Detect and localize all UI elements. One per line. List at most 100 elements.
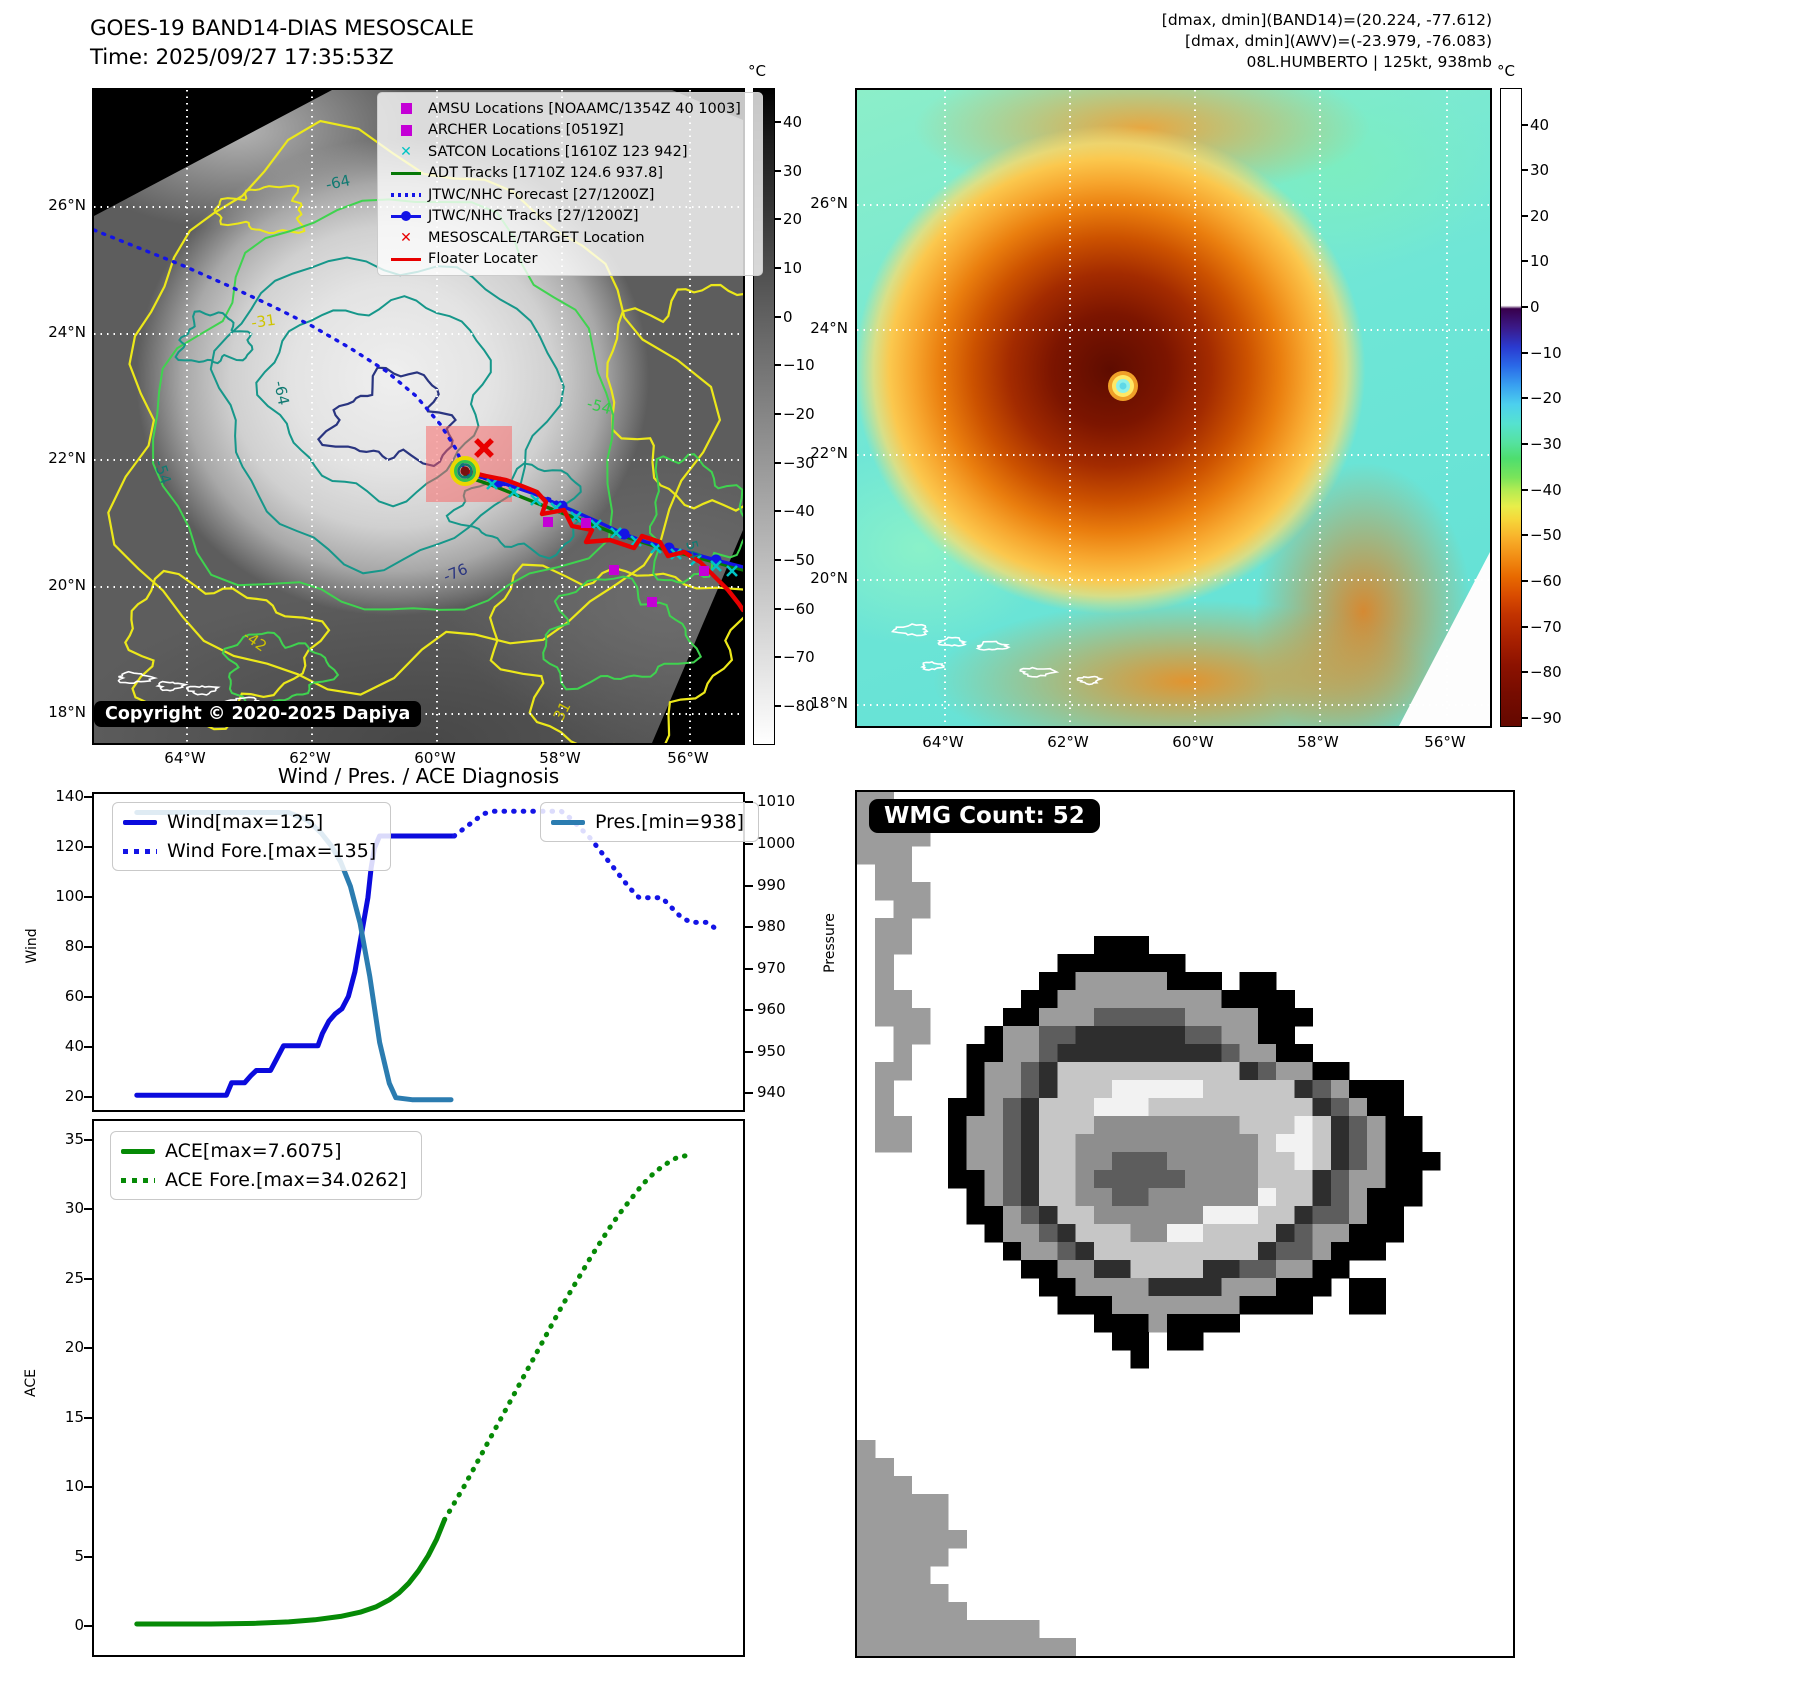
wind-legend-label: Wind[max=125]: [167, 811, 324, 833]
charts-section-title: Wind / Pres. / ACE Diagnosis: [277, 764, 560, 788]
right-colorbar-tick: 20: [1530, 206, 1550, 225]
dmax-dmin-band14: [dmax, dmin](BAND14)=(20.224, -77.612): [1161, 11, 1492, 29]
wind-forecast-legend-label: Wind Fore.[max=135]: [167, 840, 377, 862]
pressure-legend-label: Pres.[min=938]: [595, 811, 744, 833]
left-map-lon-label: 64°W: [164, 749, 206, 767]
wind-legend-item: Wind[max=125]: [123, 811, 376, 833]
right-map-lat-label: 20°N: [810, 569, 848, 587]
map-legend-item: AMSU Locations [NOAAMC/1354Z 40 1003]: [384, 99, 752, 119]
left-map-lat-label: 26°N: [48, 196, 86, 214]
wmg-panel: [855, 790, 1515, 1658]
wind-legend: Wind[max=125] Wind Fore.[max=135]: [112, 802, 392, 871]
right-map-lon-label: 56°W: [1424, 733, 1466, 751]
tick-mark: [1522, 716, 1528, 719]
y2-tick-label: 960: [757, 1000, 786, 1019]
map-legend-label: JTWC/NHC Tracks [27/1200Z]: [428, 208, 639, 225]
tick-mark: [84, 896, 92, 898]
tick-mark: [775, 607, 781, 610]
tick-mark: [775, 510, 781, 513]
left-colorbar-tick: 10: [783, 259, 803, 278]
ace-chart: [92, 1119, 745, 1657]
tick-mark: [84, 1347, 92, 1350]
left-colorbar-tick: −10: [783, 356, 815, 375]
tick-mark: [1522, 351, 1528, 354]
tick-mark: [1522, 397, 1528, 400]
right-colorbar-tick: −10: [1530, 343, 1562, 362]
tick-mark: [745, 884, 753, 887]
contour-label: -64: [324, 171, 352, 194]
ir-map-graphics: [857, 90, 1490, 726]
ace-legend-item: ACE[max=7.6075]: [121, 1140, 407, 1162]
tick-mark: [745, 926, 753, 929]
left-colorbar-tick: −70: [783, 648, 815, 667]
left-map-lon-label: 62°W: [289, 749, 331, 767]
y-tick-label: 140: [55, 787, 84, 805]
tick-mark: [775, 364, 781, 367]
tick-mark: [1522, 306, 1528, 309]
dmax-dmin-awv: [dmax, dmin](AWV)=(-23.979, -76.083): [1185, 32, 1492, 50]
map-legend-label: AMSU Locations [NOAAMC/1354Z 40 1003]: [428, 100, 741, 117]
tick-mark: [1522, 534, 1528, 537]
right-colorbar-tick: −20: [1530, 389, 1562, 408]
right-colorbar-tick: −90: [1530, 708, 1562, 727]
x-marker-icon: ✕: [400, 143, 412, 160]
map-legend-label: ADT Tracks [1710Z 124.6 937.8]: [428, 165, 664, 182]
wmg-pixel-image: [857, 792, 1441, 1656]
left-map-lat-label: 24°N: [48, 323, 86, 341]
wind-solid-swatch: [123, 819, 157, 825]
map-legend-label: ARCHER Locations [0519Z]: [428, 122, 624, 139]
tick-mark: [775, 218, 781, 221]
y-tick-label: 10: [64, 1477, 84, 1496]
copyright-badge: Copyright © 2020-2025 Dapiya: [94, 701, 422, 727]
tick-mark: [84, 1046, 92, 1048]
right-map-lon-label: 60°W: [1172, 733, 1214, 751]
right-map-lon-label: 64°W: [922, 733, 964, 751]
line-dot-icon: [384, 211, 428, 221]
left-colorbar-tick: 0: [783, 307, 793, 326]
contour-label: -42: [240, 627, 270, 656]
left-colorbar-tick: 30: [783, 161, 803, 180]
ace-dotted-swatch: [121, 1177, 155, 1183]
y-tick-label: 120: [55, 837, 84, 855]
line-icon: [384, 171, 428, 175]
right-map-lat-label: 24°N: [810, 319, 848, 337]
tick-mark: [1522, 169, 1528, 172]
wind-axis-label: Wind: [24, 928, 40, 964]
tick-mark: [775, 169, 781, 172]
map-legend-item: JTWC/NHC Tracks [27/1200Z]: [384, 207, 752, 227]
figure-title: GOES-19 BAND14-DIAS MESOSCALE Time: 2025…: [90, 14, 474, 72]
title-line2: Time: 2025/09/27 17:35:53Z: [90, 45, 394, 70]
y-tick-label: 15: [64, 1407, 84, 1426]
tick-mark: [1522, 123, 1528, 126]
tick-mark: [745, 1050, 753, 1053]
y-tick-label: 30: [64, 1199, 84, 1218]
map-legend-item: ✕ MESOSCALE/TARGET Location: [384, 228, 752, 248]
tick-mark: [745, 1092, 753, 1095]
pressure-swatch: [551, 819, 585, 825]
map-legend-item: Floater Locater: [384, 250, 752, 270]
left-colorbar-tick: −30: [783, 453, 815, 472]
tick-mark: [745, 842, 753, 845]
tick-mark: [84, 1208, 92, 1211]
ace-legend: ACE[max=7.6075] ACE Fore.[max=34.0262]: [110, 1131, 422, 1200]
tick-mark: [84, 846, 92, 848]
right-map-lat-label: 18°N: [810, 694, 848, 712]
contour-label: -64: [270, 379, 293, 407]
left-map-lat-label: 18°N: [48, 703, 86, 721]
map-legend-label: MESOSCALE/TARGET Location: [428, 229, 645, 246]
right-map-lat-label: 22°N: [810, 444, 848, 462]
tick-mark: [1522, 488, 1528, 491]
map-legend-item: ADT Tracks [1710Z 124.6 937.8]: [384, 164, 752, 184]
tick-mark: [84, 1277, 92, 1280]
right-colorbar-unit: °C: [1497, 62, 1515, 80]
wind-forecast-legend-item: Wind Fore.[max=135]: [123, 840, 376, 862]
y2-tick-label: 980: [757, 917, 786, 936]
right-map-lon-label: 62°W: [1047, 733, 1089, 751]
tick-mark: [84, 996, 92, 998]
left-colorbar-tick: 20: [783, 210, 803, 229]
tick-mark: [775, 656, 781, 659]
left-colorbar-tick: −80: [783, 697, 815, 716]
right-colorbar-tick: −70: [1530, 617, 1562, 636]
x-marker-icon: ✕: [400, 229, 412, 246]
ace-forecast-legend-label: ACE Fore.[max=34.0262]: [165, 1169, 407, 1191]
